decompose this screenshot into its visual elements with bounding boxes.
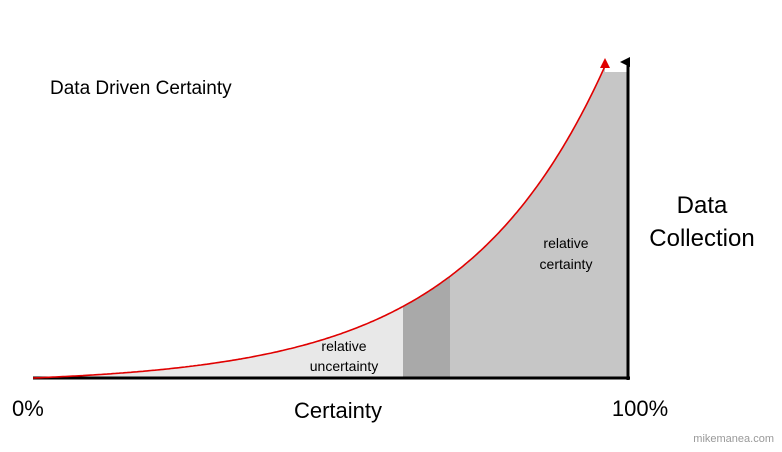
y-axis-label: Data	[677, 192, 728, 219]
region-label: certainty	[540, 256, 593, 272]
x-axis-label: Certainty	[294, 398, 382, 423]
uncertainty-region	[33, 306, 403, 378]
title: Data Driven Certainty	[50, 78, 232, 99]
transition-region	[403, 276, 450, 378]
region-label: relative	[321, 338, 366, 354]
region-label: relative	[543, 235, 588, 251]
certainty-curve	[32, 62, 609, 379]
x-start-label: 0%	[12, 396, 44, 421]
region-label: uncertainty	[310, 358, 378, 374]
credit: mikemanea.com	[693, 433, 774, 445]
x-end-label: 100%	[612, 396, 668, 421]
certainty-region	[450, 66, 628, 378]
y-axis-label: Collection	[649, 225, 754, 252]
